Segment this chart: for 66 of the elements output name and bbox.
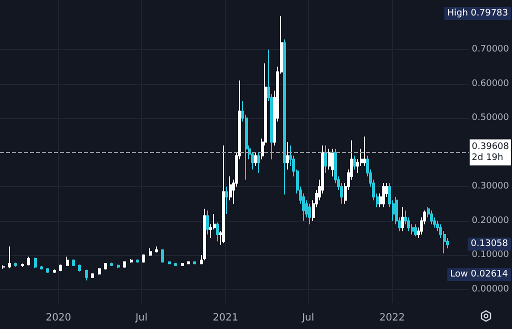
candlestick xyxy=(142,254,145,264)
candlestick xyxy=(174,262,177,267)
candlestick xyxy=(21,263,24,268)
candlestick xyxy=(8,246,11,269)
candlestick xyxy=(104,262,107,270)
candlestick xyxy=(59,264,62,272)
candlestick xyxy=(363,136,366,167)
candlestick xyxy=(225,186,228,214)
candlestick xyxy=(34,257,37,269)
x-tick-label: 2020 xyxy=(46,312,72,324)
candlestick xyxy=(53,268,56,274)
candlestick xyxy=(2,264,5,270)
annotation: 0.13058 xyxy=(470,239,508,250)
candlestick xyxy=(187,260,190,265)
candlestick xyxy=(229,176,232,201)
y-tick-label: 0.50000 xyxy=(472,113,510,124)
candlestick xyxy=(181,262,184,267)
x-tick-label: Jul xyxy=(134,312,148,324)
candlestick xyxy=(91,272,94,279)
candlestick xyxy=(353,155,356,170)
candlestick xyxy=(206,210,209,236)
x-tick-label: 2021 xyxy=(212,312,238,324)
ref-line-label: 0.39608 2d 19h xyxy=(472,142,510,163)
candlestick xyxy=(27,256,30,266)
candlestick xyxy=(193,260,196,265)
candlestick xyxy=(130,258,133,264)
candlestick xyxy=(254,152,257,167)
candlestick xyxy=(14,262,17,268)
candlestick xyxy=(78,264,81,272)
candlestick xyxy=(110,262,113,267)
candlestick xyxy=(401,206,404,232)
candlestick xyxy=(257,152,260,174)
candlestick xyxy=(430,210,433,225)
candlestick xyxy=(98,268,101,276)
candlestick xyxy=(324,145,327,174)
candlestick xyxy=(72,259,75,267)
candlestick xyxy=(155,246,158,253)
y-tick-label: 0.30000 xyxy=(472,182,510,192)
y-tick-label: 0.10000 xyxy=(472,250,510,260)
candlestick xyxy=(331,148,334,177)
candlestick xyxy=(85,269,88,281)
annotation: Low 0.02614 xyxy=(450,270,508,280)
candlestick xyxy=(216,222,219,242)
candlestick xyxy=(382,182,385,208)
y-tick-label: 0.00000 xyxy=(472,284,510,294)
candlestick xyxy=(66,256,69,267)
candlestick xyxy=(117,264,120,269)
annotation: High 0.79783 xyxy=(447,8,508,18)
candlestick xyxy=(46,268,49,274)
candlestick xyxy=(308,203,311,225)
candlestick xyxy=(222,145,225,244)
x-tick-label: Jul xyxy=(301,312,314,324)
candlestick xyxy=(168,260,171,265)
candlestick xyxy=(161,248,164,264)
x-tick-label: 2022 xyxy=(379,312,405,324)
y-tick-label: 0.70000 xyxy=(472,44,510,55)
candlestick xyxy=(286,142,289,170)
candlestick xyxy=(149,248,152,256)
candlestick xyxy=(414,224,417,237)
candlestick xyxy=(123,260,126,268)
candlestick xyxy=(283,38,286,195)
y-tick-label: 0.60000 xyxy=(472,78,510,89)
candlestick xyxy=(40,266,43,270)
candlestick xyxy=(136,259,139,264)
candlestick xyxy=(203,208,206,261)
y-tick-label: 0.20000 xyxy=(472,216,510,226)
